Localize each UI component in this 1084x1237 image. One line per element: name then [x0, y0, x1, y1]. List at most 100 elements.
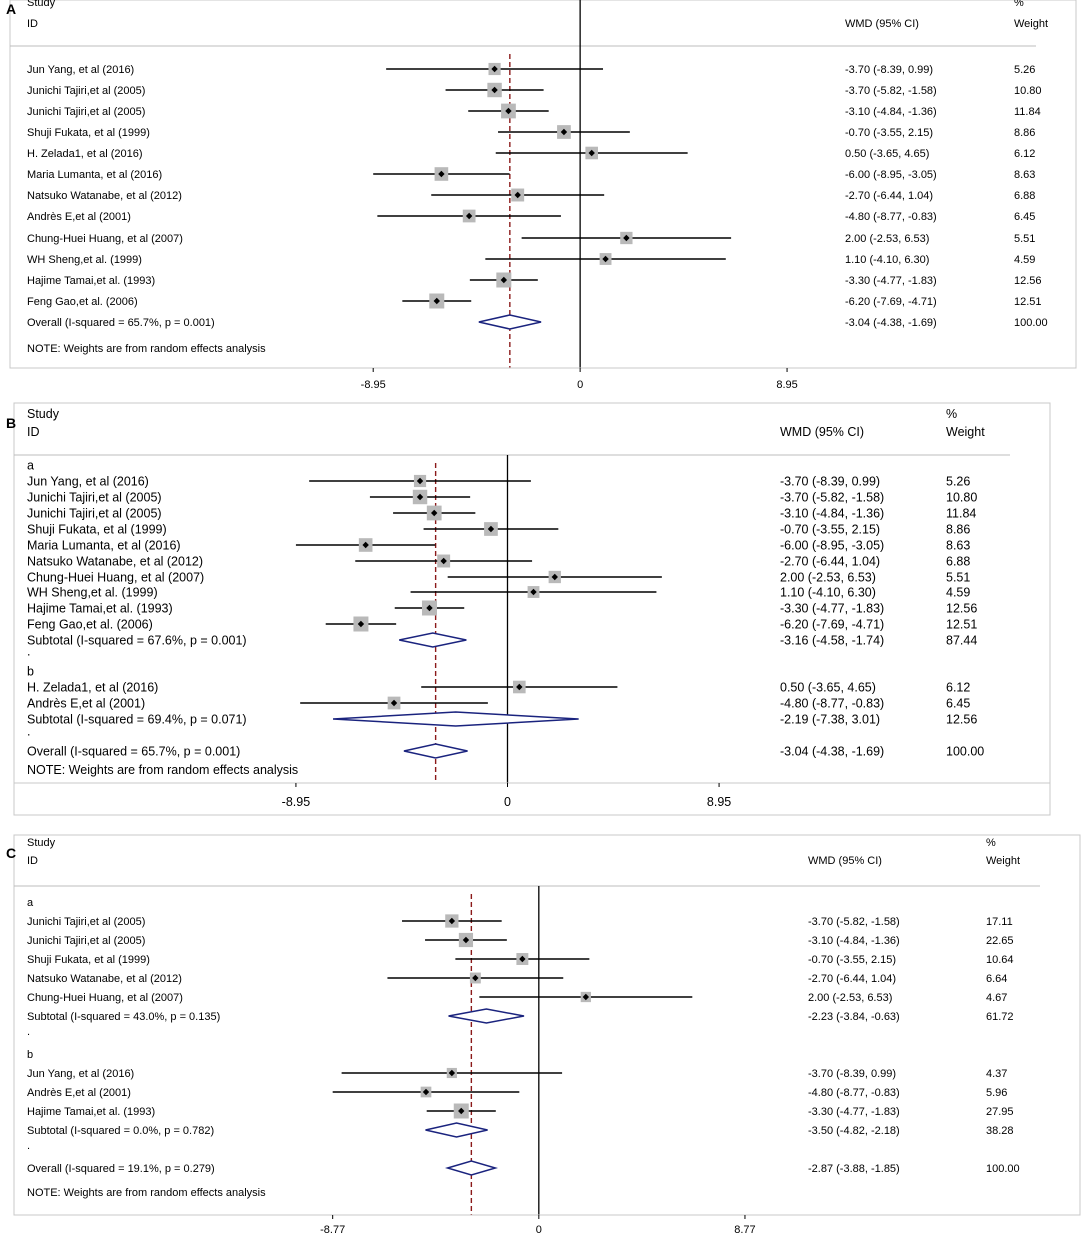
x-tick-label: 0 — [577, 379, 583, 391]
point-estimate-marker — [530, 588, 537, 596]
study-label: Maria Lumanta, et al (2016) — [27, 538, 181, 552]
point-estimate-marker — [491, 86, 498, 94]
point-estimate-marker — [465, 212, 473, 220]
point-estimate-marker — [431, 509, 438, 517]
subtotal-diamond — [448, 1008, 525, 1024]
header-id: ID — [27, 425, 40, 439]
row-spacer: . — [27, 1026, 30, 1038]
row-spacer: . — [27, 724, 30, 738]
effect-ci-value: -0.70 (-3.55, 2.15) — [845, 127, 933, 139]
weight-value: 8.63 — [1014, 169, 1035, 181]
subgroup-label: b — [27, 664, 34, 678]
point-estimate-marker — [362, 541, 369, 549]
weight-value: 100.00 — [946, 744, 984, 758]
header-study: Study — [27, 837, 56, 849]
study-label: Hajime Tamai,et al. (1993) — [27, 601, 173, 615]
panel-frame — [13, 834, 1081, 1216]
weight-value: 10.80 — [1014, 85, 1042, 97]
effect-ci-value: -3.70 (-8.39, 0.99) — [808, 1068, 896, 1080]
weight-value: 100.00 — [1014, 317, 1048, 329]
weight-value: 4.67 — [986, 992, 1007, 1004]
weight-value: 10.80 — [946, 490, 977, 504]
point-estimate-marker — [390, 699, 398, 707]
weight-value: 11.84 — [946, 506, 976, 520]
panel-label: A — [6, 1, 16, 17]
header-id: ID — [27, 18, 38, 30]
weights-note: NOTE: Weights are from random effects an… — [27, 763, 298, 777]
header-weight: Weight — [946, 425, 985, 439]
header-effect: WMD (95% CI) — [845, 18, 919, 30]
point-estimate-marker — [426, 604, 433, 612]
panel-frame — [13, 402, 1051, 816]
study-label: Andrès E,et al (2001) — [27, 696, 145, 710]
x-tick-label: 8.95 — [707, 795, 731, 809]
point-estimate-marker — [416, 477, 424, 485]
point-estimate-marker — [516, 683, 523, 691]
weight-value: 6.45 — [1014, 211, 1035, 223]
study-label: Junichi Tajiri,et al (2005) — [27, 490, 162, 504]
overall-label: Overall (I-squared = 19.1%, p = 0.279) — [27, 1163, 215, 1175]
point-estimate-marker — [560, 128, 568, 136]
effect-ci-value: -2.70 (-6.44, 1.04) — [780, 554, 880, 568]
point-estimate-marker — [438, 170, 445, 178]
point-estimate-marker — [448, 1069, 456, 1077]
point-estimate-marker — [433, 297, 440, 305]
study-label: Andrès E,et al (2001) — [27, 1087, 131, 1099]
point-estimate-marker — [623, 234, 630, 242]
overall-label: Overall (I-squared = 65.7%, p = 0.001) — [27, 744, 240, 758]
subgroup-label: a — [27, 897, 34, 909]
weight-value: 6.12 — [946, 680, 970, 694]
header-weight: Weight — [986, 855, 1020, 867]
point-estimate-marker — [448, 917, 456, 925]
subgroup-label: b — [27, 1049, 33, 1061]
effect-ci-value: -3.10 (-4.84, -1.36) — [808, 935, 900, 947]
weights-note: NOTE: Weights are from random effects an… — [27, 1187, 266, 1199]
subtotal-label: Subtotal (I-squared = 69.4%, p = 0.071) — [27, 712, 247, 726]
study-label: Junichi Tajiri,et al (2005) — [27, 935, 145, 947]
header-id: ID — [27, 855, 38, 867]
study-label: Hajime Tamai,et al. (1993) — [27, 275, 155, 287]
weight-value: 4.37 — [986, 1068, 1007, 1080]
effect-ci-value: -2.19 (-7.38, 3.01) — [780, 712, 880, 726]
weight-value: 12.56 — [1014, 275, 1042, 287]
study-label: WH Sheng,et al. (1999) — [27, 585, 158, 599]
weight-value: 8.86 — [1014, 127, 1035, 139]
subtotal-diamond — [399, 632, 467, 648]
weight-value: 17.11 — [986, 916, 1013, 928]
effect-ci-value: -3.04 (-4.38, -1.69) — [780, 744, 884, 758]
weight-value: 8.86 — [946, 522, 970, 536]
study-label: Chung-Huei Huang, et al (2007) — [27, 233, 183, 245]
effect-ci-value: -6.20 (-7.69, -4.71) — [780, 617, 884, 631]
effect-ci-value: 2.00 (-2.53, 6.53) — [808, 992, 892, 1004]
point-estimate-marker — [519, 955, 526, 963]
weight-value: 10.64 — [986, 954, 1014, 966]
weight-value: 6.88 — [946, 554, 970, 568]
study-label: Natsuko Watanabe, et al (2012) — [27, 973, 182, 985]
weight-value: 87.44 — [946, 633, 977, 647]
effect-ci-value: -3.10 (-4.84, -1.36) — [845, 106, 937, 118]
weight-value: 12.56 — [946, 712, 977, 726]
effect-ci-value: 0.50 (-3.65, 4.65) — [780, 680, 876, 694]
effect-ci-value: -2.70 (-6.44, 1.04) — [808, 973, 896, 985]
effect-ci-value: 0.50 (-3.65, 4.65) — [845, 148, 929, 160]
effect-ci-value: 1.10 (-4.10, 6.30) — [845, 254, 929, 266]
x-tick-label: -8.77 — [320, 1224, 345, 1236]
point-estimate-marker — [500, 276, 508, 284]
weight-value: 27.95 — [986, 1106, 1014, 1118]
header-study: Study — [27, 0, 56, 9]
point-estimate-marker — [357, 620, 365, 628]
weight-value: 5.51 — [946, 570, 970, 584]
study-label: H. Zelada1, et al (2016) — [27, 148, 143, 160]
effect-ci-value: -4.80 (-8.77, -0.83) — [808, 1087, 900, 1099]
study-label: Jun Yang, et al (2016) — [27, 64, 134, 76]
point-estimate-marker — [462, 936, 470, 944]
x-tick-label: 0 — [504, 795, 511, 809]
subtotal-label: Subtotal (I-squared = 67.6%, p = 0.001) — [27, 633, 247, 647]
weight-value: 5.26 — [946, 474, 970, 488]
header-percent: % — [986, 837, 996, 849]
panel-frame — [9, 0, 1077, 369]
weight-value: 6.64 — [986, 973, 1007, 985]
point-estimate-marker — [472, 974, 479, 982]
weight-value: 5.51 — [1014, 233, 1035, 245]
effect-ci-value: -3.70 (-8.39, 0.99) — [780, 474, 880, 488]
